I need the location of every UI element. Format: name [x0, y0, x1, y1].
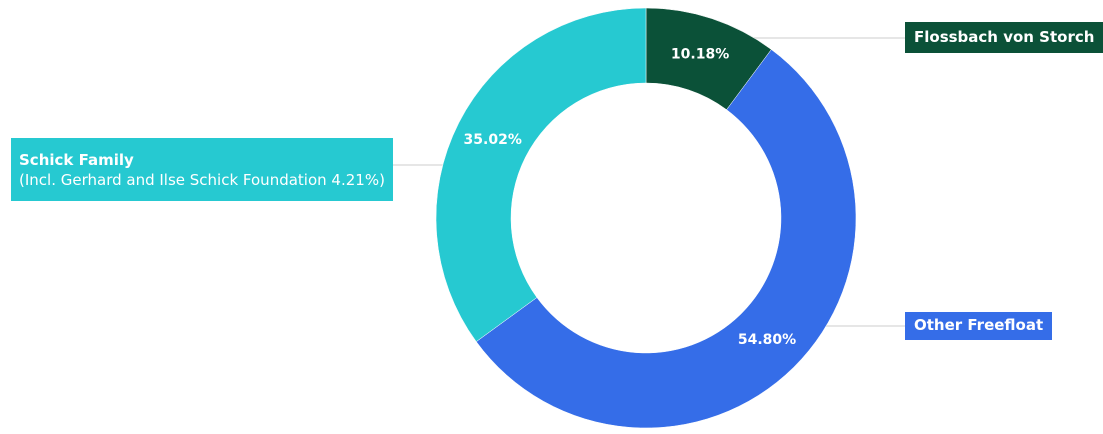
donut-segment [475, 49, 857, 429]
legend-label: Flossbach von Storch [905, 22, 1103, 53]
legend-text: Other Freefloat [914, 316, 1044, 334]
data-label: 35.02% [464, 132, 522, 148]
legend-label: Other Freefloat [905, 312, 1053, 340]
legend-label: Schick Family (Incl. Gerhard and Ilse Sch… [11, 138, 393, 201]
legend-text: Schick Family [19, 151, 134, 169]
legend-text: Flossbach von Storch [914, 28, 1095, 46]
donut-segment [435, 7, 647, 342]
data-label: 54.80% [738, 332, 796, 348]
annotation: (Incl. Gerhard and Ilse Schick Foundatio… [19, 171, 385, 189]
data-label: 10.18% [671, 47, 729, 63]
